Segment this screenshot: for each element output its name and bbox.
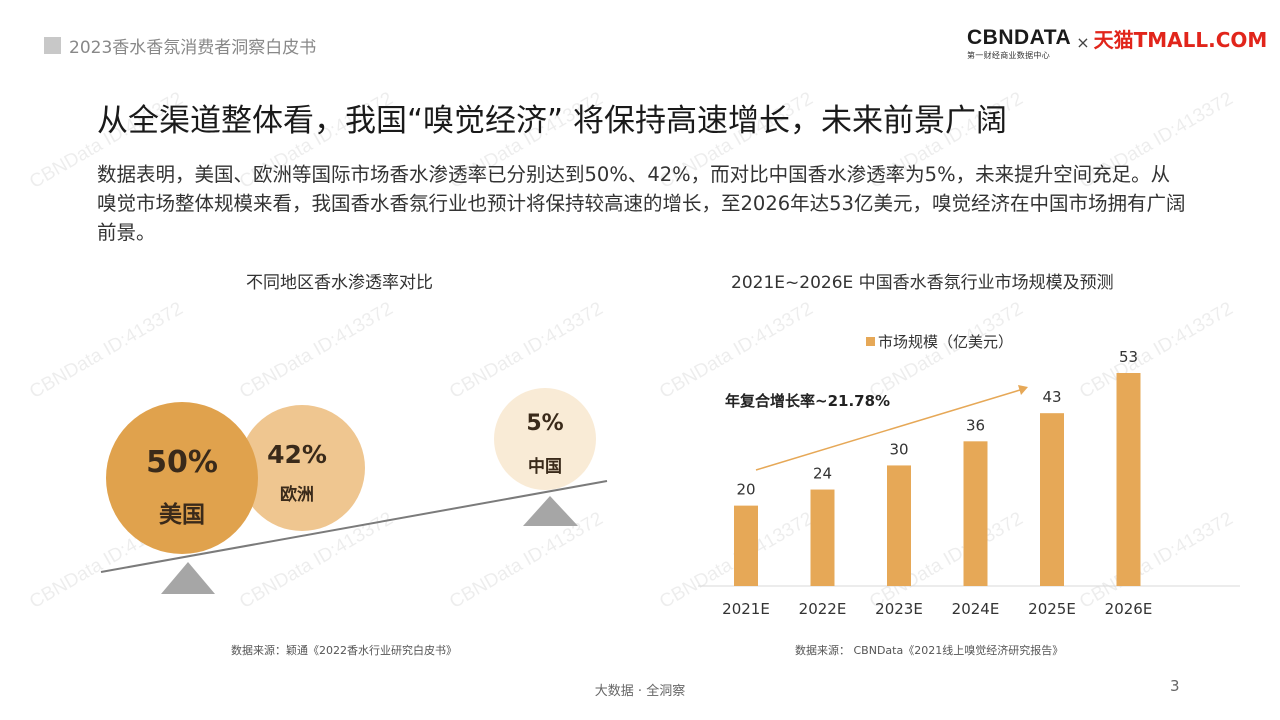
brand-logo: CBNDATA 第一财经商业数据中心 × 天猫TMALL.COM <box>967 27 1267 61</box>
bar-2024E <box>963 441 988 586</box>
left-chart-title: 不同地区香水渗透率对比 <box>246 273 433 293</box>
chart-legend: 市场规模（亿美元） <box>866 333 1013 351</box>
bubble-usa <box>106 402 258 554</box>
footer-slogan: 大数据 · 全洞察 <box>594 684 686 699</box>
bubble-china-value: 5% <box>526 411 563 436</box>
data-label-2026E: 53 <box>1119 348 1138 366</box>
right-fulcrum-icon <box>523 496 578 526</box>
growth-arrow-line <box>755 389 1021 471</box>
bar-2025E <box>1040 413 1064 586</box>
x-tick-2022E: 2022E <box>799 600 847 618</box>
cross-icon: × <box>1076 33 1090 52</box>
cagr-label: 年复合增长率~21.78% <box>725 392 890 410</box>
lead-paragraph: 数据表明，美国、欧洲等国际市场香水渗透率已分别达到50%、42%，而对比中国香水… <box>97 163 1186 244</box>
legend-label: 市场规模（亿美元） <box>878 333 1013 351</box>
bar-2021E <box>734 505 758 586</box>
bar-series: 20 2021E 24 2022E 30 2023E 36 2024E 43 2025E 53 202… <box>722 348 1152 618</box>
bubble-china <box>494 388 596 490</box>
x-tick-2025E: 2025E <box>1028 600 1076 618</box>
data-label-2024E: 36 <box>966 416 985 434</box>
bubble-europe <box>239 405 365 531</box>
bar-2022E <box>810 489 835 586</box>
bubble-china-label: 中国 <box>528 456 562 477</box>
data-label-2023E: 30 <box>889 440 908 458</box>
data-label-2021E: 20 <box>736 481 755 499</box>
cbndata-wordmark: CBNDATA <box>967 26 1072 49</box>
x-tick-2026E: 2026E <box>1105 600 1153 618</box>
penetration-balance-diagram: 50% 美国 42% 欧洲 5% 中国 <box>100 388 608 594</box>
bar-2026E <box>1116 373 1141 586</box>
growth-arrow <box>755 385 1028 471</box>
market-size-bar-chart: 市场规模（亿美元） 年复合增长率~21.78% 20 2021E 24 2022E 30… <box>698 333 1240 618</box>
page-title: 从全渠道整体看，我国“嗅觉经济” 将保持高速增长，未来前景广阔 <box>97 103 1007 139</box>
data-label-2025E: 43 <box>1042 388 1061 406</box>
tag-square-icon <box>44 37 61 54</box>
cbndata-logo: CBNDATA 第一财经商业数据中心 <box>967 27 1071 61</box>
bar-2023E <box>887 465 911 586</box>
left-chart-source: 数据来源：颖通《2022香水行业研究白皮书》 <box>231 644 457 657</box>
x-tick-2023E: 2023E <box>875 600 923 618</box>
document-tag-text: 2023香水香氛消费者洞察白皮书 <box>69 38 317 58</box>
document-tag: 2023香水香氛消费者洞察白皮书 <box>44 33 316 58</box>
left-fulcrum-icon <box>161 562 215 594</box>
bubble-europe-value: 42% <box>267 440 327 469</box>
x-tick-2021E: 2021E <box>722 600 770 618</box>
bubble-usa-value: 50% <box>146 445 218 480</box>
right-chart-source: 数据来源： CBNData《2021线上嗅觉经济研究报告》 <box>795 644 1064 657</box>
bubble-europe-label: 欧洲 <box>280 484 314 505</box>
growth-arrowhead-icon <box>1018 385 1028 395</box>
right-chart-title: 2021E~2026E 中国香水香氛行业市场规模及预测 <box>731 273 1114 293</box>
tmall-logo: 天猫TMALL.COM <box>1093 28 1268 52</box>
legend-swatch <box>866 337 875 346</box>
data-label-2022E: 24 <box>813 465 832 483</box>
page-number: 3 <box>1170 677 1180 695</box>
cbndata-subtitle: 第一财经商业数据中心 <box>967 51 1050 60</box>
x-tick-2024E: 2024E <box>952 600 1000 618</box>
bubble-usa-label: 美国 <box>159 501 205 528</box>
balance-beam <box>100 480 608 573</box>
